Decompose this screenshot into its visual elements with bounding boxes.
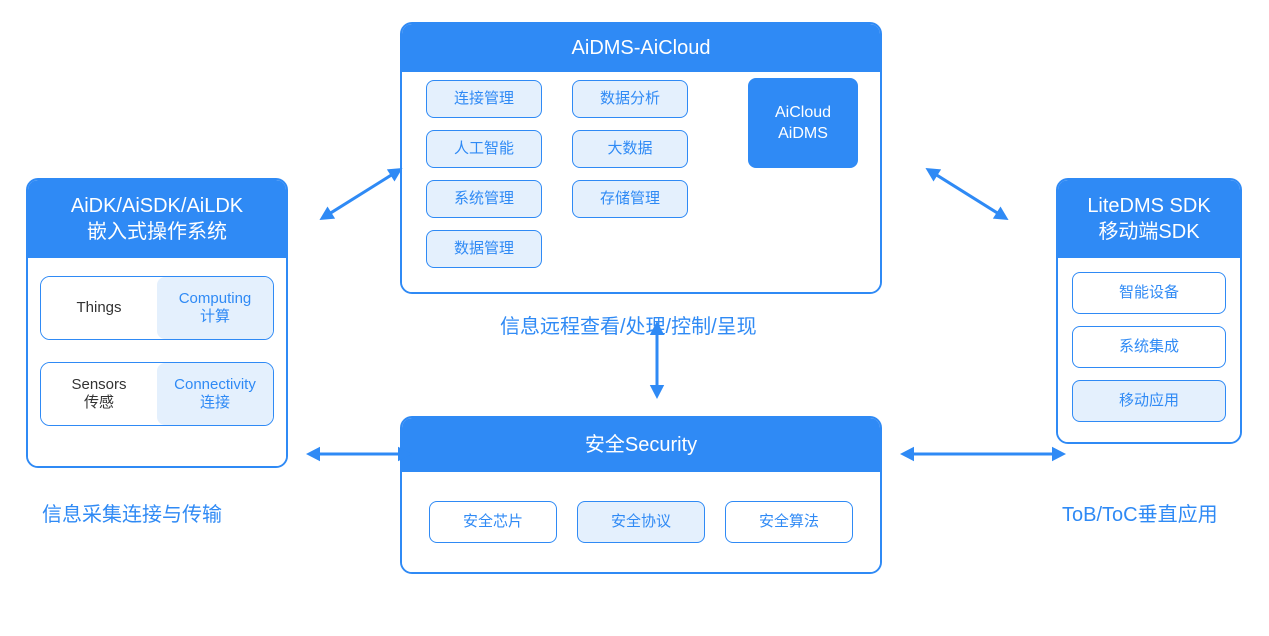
right-caption: ToB/ToC垂直应用: [1062, 498, 1218, 527]
left-pair-left: Sensors传感: [41, 363, 157, 425]
cloud-body: AiCloud AiDMS 连接管理数据分析人工智能大数据系统管理存储管理数据管…: [402, 72, 880, 292]
right-header: LiteDMS SDK 移动端SDK: [1058, 180, 1240, 258]
security-title: 安全Security: [585, 432, 697, 458]
arrow-cloud-to-security: [643, 317, 671, 403]
left-pair-right: Connectivity连接: [157, 363, 273, 425]
cloud-chip: 连接管理: [426, 80, 542, 118]
right-body: 智能设备系统集成移动应用: [1058, 258, 1240, 442]
left-pair-right: Computing计算: [157, 277, 273, 339]
arrow-left-to-cloud: [309, 154, 414, 234]
left-title-line1: AiDK/AiSDK/AiLDK: [71, 193, 243, 219]
cloud-big-chip-line2: AiDMS: [778, 124, 828, 143]
left-pair-left: Things: [41, 277, 157, 339]
right-chip: 系统集成: [1072, 326, 1226, 368]
left-caption: 信息采集连接与传输: [42, 498, 222, 527]
right-chip: 智能设备: [1072, 272, 1226, 314]
security-header: 安全Security: [402, 418, 880, 472]
security-panel: 安全Security 安全芯片安全协议安全算法: [400, 416, 882, 574]
right-caption-text: ToB/ToC垂直应用: [1062, 504, 1218, 526]
cloud-big-chip: AiCloud AiDMS: [748, 78, 858, 168]
security-chip: 安全芯片: [429, 501, 557, 543]
security-chip: 安全协议: [577, 501, 705, 543]
security-body: 安全芯片安全协议安全算法: [402, 472, 880, 572]
left-caption-text: 信息采集连接与传输: [42, 504, 222, 526]
left-pair: Sensors传感Connectivity连接: [40, 362, 274, 426]
right-chip: 移动应用: [1072, 380, 1226, 422]
cloud-panel: AiDMS-AiCloud AiCloud AiDMS 连接管理数据分析人工智能…: [400, 22, 882, 294]
security-chip: 安全算法: [725, 501, 853, 543]
cloud-big-chip-line1: AiCloud: [775, 103, 831, 122]
cloud-caption: 信息远程查看/处理/控制/呈现: [500, 310, 757, 339]
arrow-security-to-right: [896, 440, 1070, 468]
cloud-chip: 存储管理: [572, 180, 688, 218]
right-panel: LiteDMS SDK 移动端SDK 智能设备系统集成移动应用: [1056, 178, 1242, 444]
cloud-chip: 大数据: [572, 130, 688, 168]
cloud-chip: 人工智能: [426, 130, 542, 168]
left-pair: ThingsComputing计算: [40, 276, 274, 340]
left-header: AiDK/AiSDK/AiLDK 嵌入式操作系统: [28, 180, 286, 258]
left-panel: AiDK/AiSDK/AiLDK 嵌入式操作系统 ThingsComputing…: [26, 178, 288, 468]
arrow-left-to-security: [302, 440, 416, 468]
left-body: ThingsComputing计算Sensors传感Connectivity连接: [28, 258, 286, 466]
arrow-cloud-to-right: [915, 154, 1020, 234]
cloud-chip: 数据管理: [426, 230, 542, 268]
left-title-line2: 嵌入式操作系统: [87, 219, 227, 245]
right-title-line1: LiteDMS SDK: [1087, 193, 1210, 219]
right-title-line2: 移动端SDK: [1098, 219, 1199, 245]
cloud-chip: 系统管理: [426, 180, 542, 218]
cloud-chip: 数据分析: [572, 80, 688, 118]
cloud-header: AiDMS-AiCloud: [402, 24, 880, 72]
cloud-title: AiDMS-AiCloud: [572, 35, 711, 61]
cloud-caption-text: 信息远程查看/处理/控制/呈现: [500, 316, 757, 338]
